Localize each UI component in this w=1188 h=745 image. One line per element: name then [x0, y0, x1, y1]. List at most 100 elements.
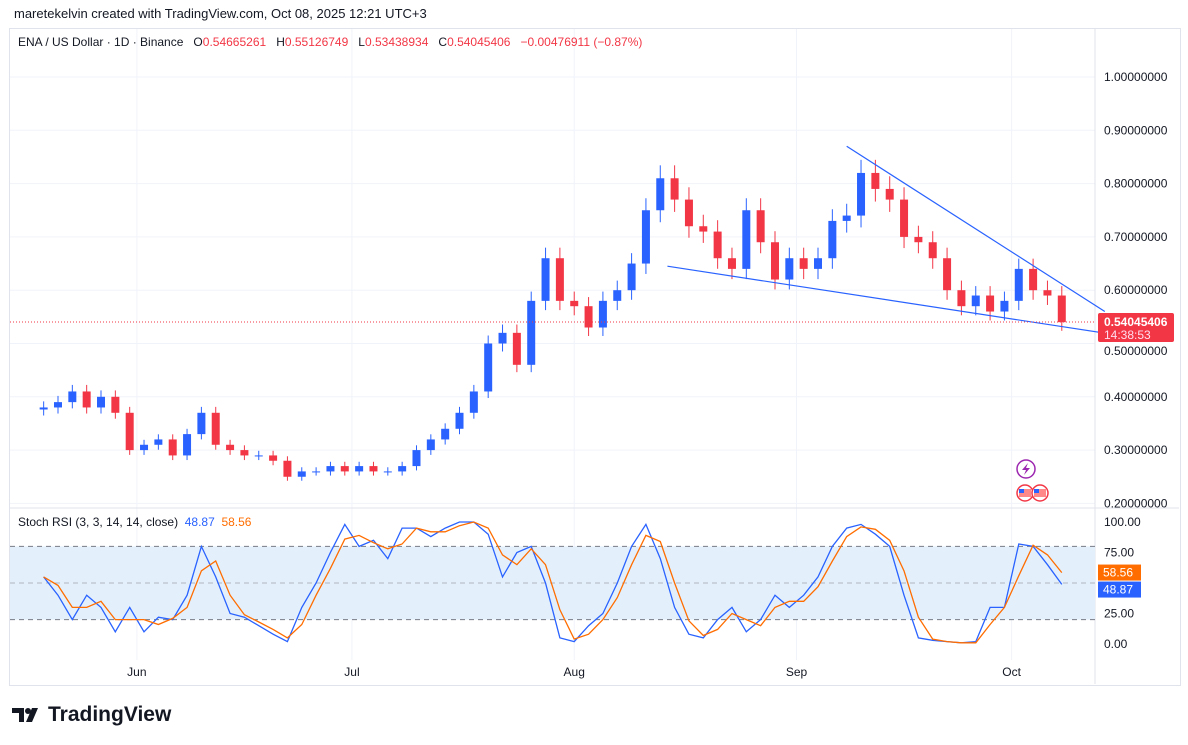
price-tag-value: 0.54045406 — [1104, 315, 1168, 329]
trendline — [846, 145, 1106, 313]
price-tick-label: 0.30000000 — [1104, 443, 1168, 457]
date-tick-label: Jun — [127, 665, 146, 679]
candle-body — [283, 460, 292, 477]
candle-body — [857, 172, 866, 216]
chart-frame — [9, 28, 1181, 686]
candle-body — [312, 471, 321, 473]
stoch-k-value: 48.87 — [184, 515, 215, 529]
candle-body — [39, 407, 48, 410]
candle-body — [197, 412, 206, 435]
candle-body — [53, 402, 62, 408]
price-tick-label: 0.90000000 — [1104, 123, 1168, 137]
candle-body — [426, 439, 435, 451]
candle-body — [82, 391, 91, 408]
candle-body — [183, 434, 192, 456]
us-flag-canton — [1019, 489, 1024, 493]
candle-body — [742, 210, 751, 269]
candle-body — [641, 210, 650, 264]
low-label: L — [358, 35, 365, 49]
candle-body — [326, 466, 335, 472]
price-tag-countdown: 14:38:53 — [1104, 328, 1151, 342]
candle-body — [1057, 295, 1066, 323]
low-value: 0.53438934 — [364, 35, 429, 49]
candle-body — [355, 466, 364, 472]
candle-body — [168, 439, 177, 456]
candle-body — [842, 215, 851, 221]
candle-body — [211, 412, 220, 445]
stoch-d-line — [43, 521, 1063, 644]
candle-body — [398, 466, 407, 472]
candle-body — [383, 471, 392, 473]
candle-body — [957, 290, 966, 307]
stoch-k-line — [43, 521, 1063, 644]
candle-body — [900, 199, 909, 237]
candle-body — [570, 300, 579, 307]
price-tick-label: 0.50000000 — [1104, 344, 1168, 358]
candle-body — [555, 258, 564, 301]
candle-body — [269, 455, 278, 461]
candle-body — [971, 295, 980, 307]
candle-body — [125, 412, 134, 451]
candle-body — [240, 450, 249, 456]
candle-body — [699, 226, 708, 232]
candle-body — [111, 396, 120, 413]
candle-body — [340, 466, 349, 472]
candle-body — [1000, 300, 1009, 312]
stoch-value-tag — [1098, 581, 1141, 598]
price-tag — [1098, 312, 1174, 342]
stoch-tick-label: 0.00 — [1104, 637, 1128, 651]
symbol-title[interactable]: ENA / US Dollar · 1D · Binance — [18, 35, 184, 49]
candle-body — [727, 258, 736, 269]
us-flag-stripes — [1034, 489, 1046, 497]
close-value: 0.54045406 — [447, 35, 511, 49]
trendline — [667, 265, 1156, 342]
candle-body — [484, 343, 493, 392]
date-tick-label: Oct — [1002, 665, 1021, 679]
date-tick-label: Sep — [786, 665, 808, 679]
candle-body — [1029, 268, 1038, 291]
candle-body — [412, 450, 421, 467]
price-tick-label: 0.40000000 — [1104, 390, 1168, 404]
candle-body — [914, 236, 923, 243]
price-tick-label: 0.80000000 — [1104, 177, 1168, 191]
candle-body — [541, 258, 550, 301]
date-tick-label: Aug — [564, 665, 585, 679]
price-tick-label: 0.70000000 — [1104, 230, 1168, 244]
us-flag-stripes — [1019, 489, 1031, 497]
author-credit: maretekelvin created with TradingView.co… — [14, 6, 427, 21]
stoch-value-tag-text: 58.56 — [1103, 566, 1133, 580]
us-flag-canton — [1034, 489, 1039, 493]
close-label: C — [438, 35, 448, 49]
candle-body — [97, 396, 106, 408]
candle-body — [770, 242, 779, 280]
stoch-tick-label: 25.00 — [1104, 607, 1134, 621]
candle-body — [613, 290, 622, 301]
candle-body — [943, 258, 952, 291]
candle-body — [828, 220, 837, 259]
stoch-tick-label: 75.00 — [1104, 546, 1134, 560]
candle-body — [656, 178, 665, 211]
candle-body — [1014, 268, 1023, 301]
price-tick-label: 1.00000000 — [1104, 70, 1168, 84]
open-label: O — [193, 35, 203, 49]
candle-body — [1043, 290, 1052, 296]
candle-body — [684, 199, 693, 227]
price-tick-label: 0.60000000 — [1104, 283, 1168, 297]
candle-body — [713, 231, 722, 259]
candle-body — [785, 258, 794, 280]
symbol-legend: ENA / US Dollar · 1D · Binance O0.546652… — [18, 35, 642, 49]
candle-body — [226, 444, 235, 451]
candle-body — [756, 210, 765, 243]
lightning-glyph — [1022, 463, 1030, 475]
stoch-d-value: 58.56 — [221, 515, 252, 529]
change-value: −0.00476911 (−0.87%) — [520, 35, 643, 49]
candle-body — [469, 391, 478, 413]
candle-body — [154, 439, 163, 445]
stoch-rsi-title[interactable]: Stoch RSI (3, 3, 14, 14, close) — [18, 515, 179, 529]
candle-body — [369, 466, 378, 472]
high-value: 0.55126749 — [284, 35, 349, 49]
candle-body — [498, 332, 507, 344]
tradingview-logo[interactable]: TradingView — [12, 703, 171, 727]
